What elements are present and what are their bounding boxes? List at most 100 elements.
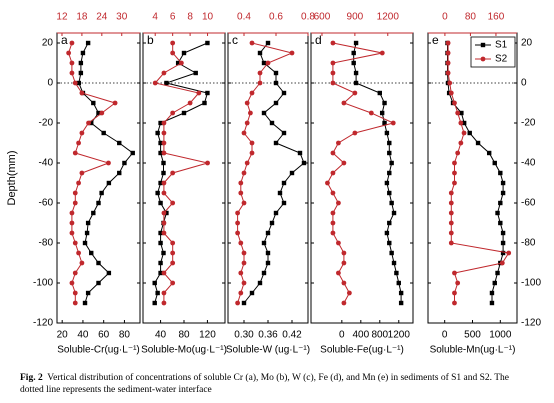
marker — [281, 200, 287, 206]
marker — [448, 230, 454, 236]
x-tick-label: 80 — [119, 330, 131, 341]
x-tick-label: 20 — [57, 330, 69, 341]
marker — [69, 60, 75, 66]
marker — [351, 60, 356, 66]
x-axis-label: Soluble-Mn(ug·L⁻¹) — [430, 345, 516, 356]
marker — [336, 200, 341, 206]
marker — [152, 300, 157, 306]
marker — [99, 190, 104, 196]
marker — [78, 60, 84, 66]
x-tick-label: 1000 — [489, 330, 512, 341]
marker — [391, 210, 397, 216]
marker — [499, 260, 505, 266]
marker — [261, 110, 267, 116]
marker — [72, 290, 78, 296]
x-tick-label: 40 — [77, 330, 89, 341]
marker — [506, 250, 512, 256]
y-axis-label: Depth(mm) — [6, 150, 18, 205]
marker — [84, 230, 90, 236]
marker — [235, 210, 241, 216]
marker — [170, 240, 176, 246]
marker — [377, 90, 382, 96]
marker — [161, 150, 167, 156]
marker — [353, 40, 359, 46]
marker — [498, 220, 503, 226]
marker — [69, 210, 75, 216]
marker — [384, 130, 390, 136]
marker — [158, 200, 163, 206]
marker — [187, 100, 193, 106]
marker — [72, 200, 78, 206]
x2-tick-label: 0.8 — [301, 12, 315, 23]
marker — [445, 40, 451, 46]
plot-frame — [427, 32, 518, 324]
marker — [452, 100, 457, 106]
marker — [346, 290, 352, 296]
marker — [455, 110, 461, 116]
marker — [106, 270, 112, 276]
marker — [164, 210, 169, 216]
marker — [387, 150, 392, 156]
marker — [341, 160, 347, 166]
marker — [79, 260, 85, 266]
marker — [117, 140, 122, 146]
y-tick-label: -100 — [521, 278, 541, 289]
x2-tick-label: 8 — [187, 12, 193, 23]
marker — [161, 290, 167, 296]
x2-tick-label: 0.6 — [269, 12, 283, 23]
marker — [396, 280, 401, 286]
marker — [330, 70, 336, 76]
marker — [461, 120, 467, 126]
y-tick-label: -120 — [33, 318, 53, 329]
marker — [72, 80, 78, 86]
marker — [78, 70, 84, 76]
marker — [170, 110, 176, 116]
marker — [341, 250, 347, 256]
marker — [161, 300, 167, 306]
marker — [289, 170, 295, 176]
y-tick-label: -60 — [521, 198, 536, 209]
marker — [158, 260, 163, 266]
marker — [249, 150, 255, 156]
marker — [178, 60, 184, 66]
marker — [387, 140, 392, 146]
marker — [161, 190, 167, 196]
marker — [161, 270, 167, 276]
marker — [241, 200, 247, 206]
y-tick-label: 0 — [47, 78, 53, 89]
marker — [330, 60, 336, 66]
marker — [330, 190, 336, 196]
marker — [330, 220, 336, 226]
y-tick-label: -120 — [521, 318, 541, 329]
marker — [82, 300, 88, 306]
marker — [352, 130, 358, 136]
marker — [281, 90, 287, 96]
marker — [91, 210, 96, 216]
marker — [170, 170, 176, 176]
marker — [330, 150, 336, 156]
marker — [161, 70, 167, 76]
x2-tick-label: 10 — [202, 12, 214, 23]
marker — [158, 140, 163, 146]
marker — [69, 70, 75, 76]
marker — [79, 90, 85, 96]
x2-tick-label: 600 — [314, 12, 331, 23]
marker — [330, 40, 336, 46]
marker — [261, 60, 267, 66]
plot-frame — [56, 32, 141, 324]
marker — [486, 150, 492, 156]
marker — [117, 170, 122, 176]
marker — [205, 40, 210, 46]
panel-label: c — [232, 33, 238, 47]
marker — [265, 40, 271, 46]
marker — [297, 150, 303, 156]
marker — [79, 170, 85, 176]
marker — [379, 110, 385, 116]
marker — [158, 230, 163, 236]
marker — [72, 150, 78, 156]
marker — [69, 40, 75, 46]
x-tick-label: 0.42 — [282, 330, 302, 341]
marker — [489, 290, 495, 296]
marker — [196, 90, 202, 96]
marker — [269, 220, 275, 226]
